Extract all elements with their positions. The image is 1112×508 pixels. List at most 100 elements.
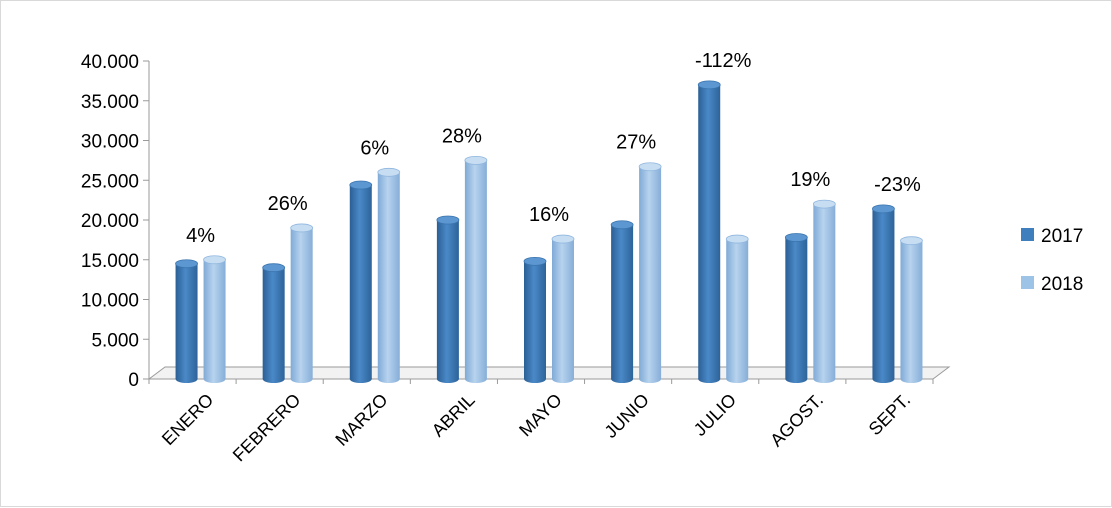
bar-top	[175, 259, 198, 269]
bar-2018	[900, 236, 923, 383]
bar-2018	[377, 167, 401, 383]
legend-label-2018: 2018	[1041, 274, 1083, 295]
bar-top	[900, 236, 923, 246]
bar-top	[610, 220, 634, 230]
y-tick-label: 25.000	[81, 171, 139, 192]
bar-2017	[523, 256, 547, 383]
y-tick-label: 0	[128, 370, 139, 391]
y-tick-label: 5.000	[91, 330, 139, 351]
bar-bottom	[524, 375, 546, 383]
bar-2018	[812, 199, 836, 383]
bar-2017	[349, 180, 373, 383]
percent-change-label: 28%	[442, 125, 482, 147]
category-label: MARZO	[332, 390, 392, 450]
bar-top	[551, 234, 575, 244]
y-tick-label: 15.000	[81, 251, 139, 272]
bar-body	[203, 259, 226, 379]
bar-top	[784, 233, 808, 242]
bar-2017	[784, 233, 808, 383]
bar-2017	[697, 80, 721, 383]
bar-top	[262, 263, 286, 273]
bar-top	[523, 256, 547, 266]
y-tick-label: 40.000	[81, 52, 139, 73]
legend-label-2017: 2017	[1041, 226, 1083, 247]
legend-swatch-2018	[1021, 276, 1034, 289]
bar-top	[725, 234, 749, 244]
category-label: MAYO	[515, 390, 566, 441]
bar-bottom	[262, 375, 285, 383]
y-tick-label: 20.000	[81, 211, 139, 232]
bar-body	[813, 204, 836, 379]
bar-body	[726, 239, 749, 379]
bar-2018	[551, 234, 575, 383]
percent-change-label: -23%	[874, 174, 921, 196]
percent-change-label: 19%	[790, 169, 830, 191]
bar-2018	[464, 155, 488, 383]
percent-change-label: 26%	[268, 193, 308, 215]
bar-top	[377, 167, 401, 177]
bar-body	[175, 263, 198, 379]
bar-body	[262, 267, 285, 379]
bar-bottom	[900, 375, 923, 383]
category-label: SEPT.	[865, 390, 915, 440]
bar-top	[203, 255, 226, 265]
bar-body	[785, 237, 808, 379]
axis-layer: 0 5.000 10.000 15.000 20.000 25.000 30.000 35.0…	[81, 52, 951, 391]
bar-2018	[290, 223, 314, 383]
bar-body	[290, 227, 313, 379]
bar-top	[697, 80, 721, 90]
category-label: AGOST.	[766, 390, 827, 451]
y-tick-label: 30.000	[81, 132, 139, 153]
bar-body	[611, 224, 634, 379]
percent-change-label: 27%	[616, 132, 656, 154]
bar-top	[638, 162, 662, 172]
bar-bottom	[290, 375, 313, 383]
bar-bottom	[175, 375, 198, 383]
bar-2017	[262, 263, 286, 383]
bar-top	[872, 204, 895, 214]
bar-body	[698, 84, 721, 379]
bar-body	[639, 166, 662, 379]
bar-top	[812, 199, 836, 209]
bar-body	[349, 185, 372, 379]
bar-bottom	[639, 375, 662, 383]
bar-bottom	[698, 375, 721, 383]
bar-body	[900, 240, 923, 379]
bar-2017	[610, 220, 634, 383]
bar-top	[290, 223, 314, 233]
category-label: ENERO	[158, 390, 217, 449]
percent-change-label: 16%	[529, 204, 569, 226]
category-label: ABRIL	[428, 390, 479, 441]
bar-body	[552, 239, 574, 379]
bar-2017	[436, 215, 460, 383]
bar-body	[872, 208, 895, 379]
bar-bottom	[436, 375, 459, 383]
bar-top	[464, 155, 488, 165]
category-label: JULIO	[690, 390, 740, 440]
bar-body	[524, 261, 546, 379]
percent-change-label: 6%	[360, 137, 389, 159]
y-tick-label: 10.000	[81, 291, 139, 312]
bars-layer	[175, 80, 923, 383]
bar-2018	[203, 255, 226, 383]
bar-bottom	[785, 375, 808, 383]
legend: 2017 2018	[1021, 226, 1083, 295]
category-label: FEBRERO	[229, 390, 305, 466]
bar-bottom	[726, 375, 749, 383]
bar-body	[436, 220, 459, 379]
bar-bottom	[464, 375, 487, 383]
bar-bottom	[377, 375, 400, 383]
bar-bottom	[611, 375, 634, 383]
percent-change-label: -112%	[695, 50, 752, 72]
bar-bottom	[349, 375, 372, 383]
bar-top	[436, 215, 460, 225]
y-tick-label: 35.000	[81, 92, 139, 113]
bar-bottom	[872, 375, 895, 383]
bar-2018	[725, 234, 749, 383]
bar-bottom	[552, 375, 574, 383]
bar-bottom	[203, 375, 226, 383]
bar-body	[464, 160, 487, 379]
category-label: JUNIO	[601, 390, 653, 442]
